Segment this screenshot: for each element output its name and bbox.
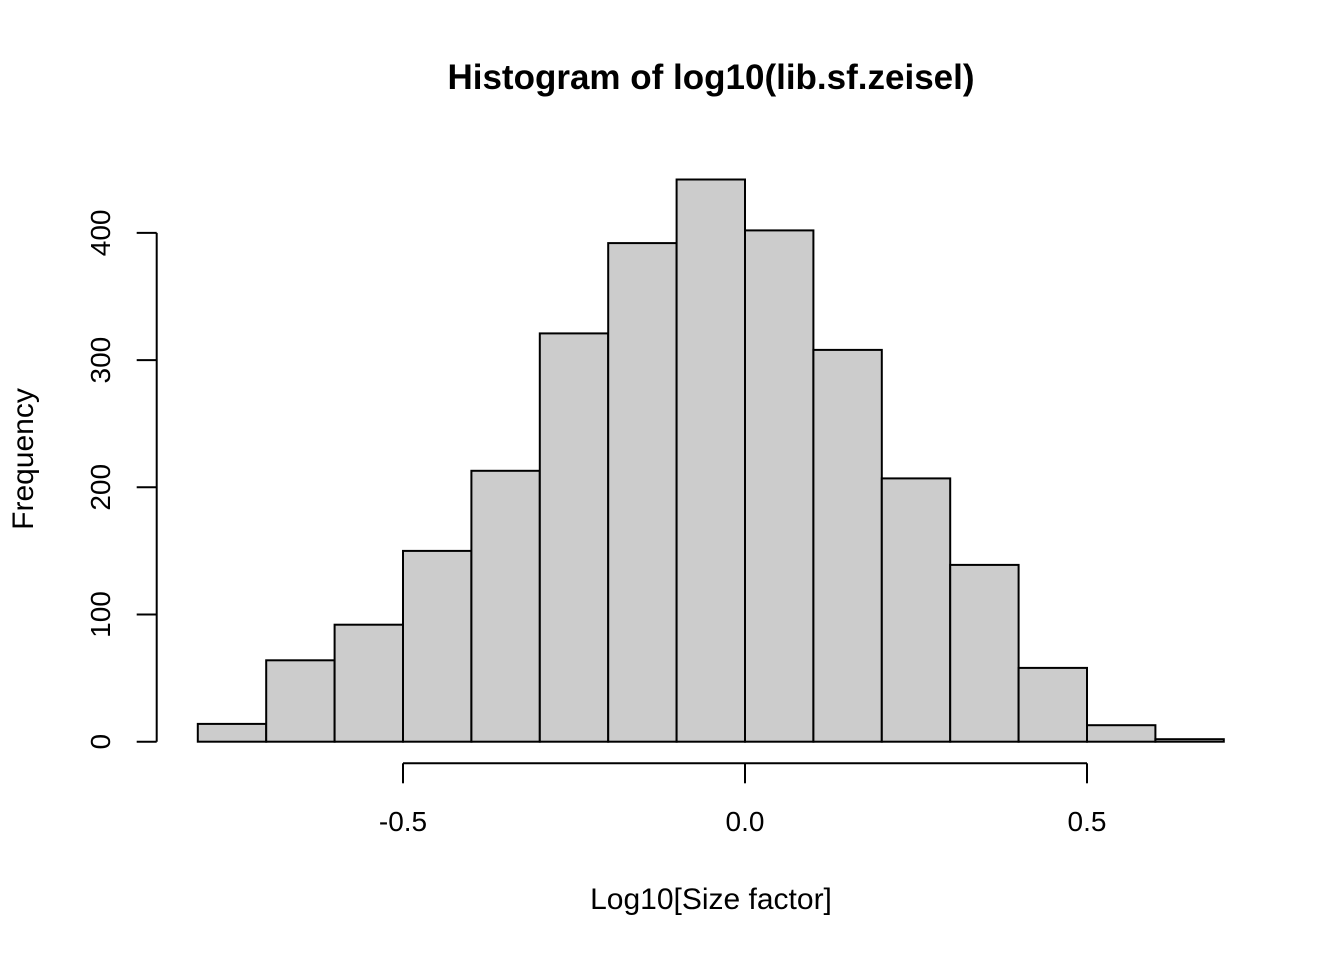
y-tick-label: 400	[85, 210, 116, 257]
histogram-bar	[880, 477, 952, 743]
histogram-bar	[1017, 666, 1088, 743]
histogram-bar	[402, 549, 473, 743]
histogram-bar	[470, 469, 541, 743]
x-axis-label: Log10[Size factor]	[590, 883, 832, 916]
y-tick-label: 200	[85, 464, 116, 511]
y-tick-label: 300	[85, 337, 116, 384]
histogram-bar	[538, 332, 610, 743]
histogram-bar	[744, 229, 815, 743]
histogram-bar	[812, 348, 883, 743]
histogram-bar	[265, 659, 336, 743]
x-tick-label: -0.5	[379, 806, 427, 837]
histogram-bar	[675, 178, 746, 743]
y-tick-label: 0	[85, 734, 116, 750]
x-tick-label: 0.5	[1068, 806, 1107, 837]
x-tick-label: 0.0	[726, 806, 765, 837]
histogram-bar	[1154, 738, 1225, 743]
y-tick-label: 100	[85, 591, 116, 638]
chart-title: Histogram of log10(lib.sf.zeisel)	[447, 58, 975, 97]
histogram-bar	[333, 623, 405, 743]
histogram-bar	[949, 563, 1020, 743]
histogram-bar	[196, 722, 268, 743]
histogram-bar	[607, 242, 678, 743]
histogram-bar	[1086, 724, 1157, 743]
